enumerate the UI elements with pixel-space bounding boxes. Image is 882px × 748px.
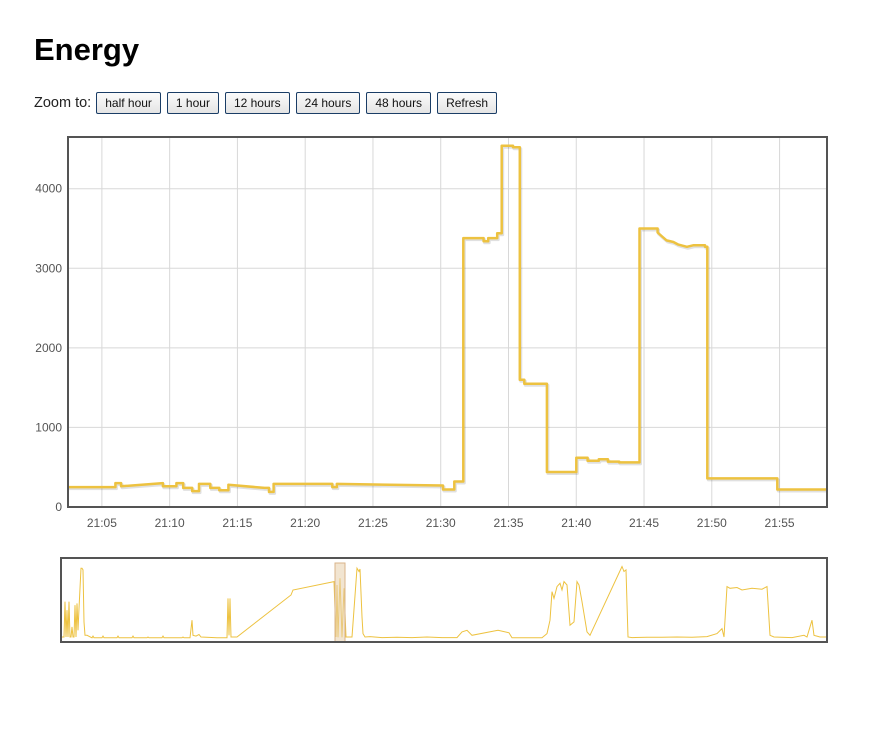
x-tick-label: 21:45: [629, 516, 659, 530]
y-tick-label: 3000: [35, 261, 62, 275]
chart-grid: [68, 137, 827, 507]
x-tick-label: 21:15: [222, 516, 252, 530]
y-axis-ticks: 0 1000 2000 3000 4000: [35, 182, 62, 514]
x-tick-label: 21:25: [358, 516, 388, 530]
overview-line: [62, 565, 826, 639]
x-axis-ticks: 21:05 21:10 21:15 21:20 21:25 21:30 21:35 21:40…: [87, 516, 795, 530]
page-title: Energy: [34, 32, 140, 67]
x-tick-label: 21:50: [697, 516, 727, 530]
series-shadow: [69, 145, 828, 495]
x-tick-label: 21:30: [426, 516, 456, 530]
overview-series: [62, 565, 826, 639]
refresh-button[interactable]: Refresh: [437, 91, 498, 114]
overview-selection[interactable]: [334, 562, 346, 643]
x-tick-label: 21:10: [155, 516, 185, 530]
zoom-label: Zoom to:: [34, 94, 92, 111]
overview-chart[interactable]: [0, 550, 882, 650]
y-tick-label: 0: [55, 500, 62, 514]
x-tick-label: 21:55: [765, 516, 795, 530]
plot-frame: [67, 136, 828, 508]
series-line: [68, 144, 827, 494]
zoom-12-hours-button[interactable]: 12 hours: [224, 91, 290, 114]
zoom-half-hour-button[interactable]: half hour: [96, 91, 161, 114]
zoom-toolbar: Zoom to: half hour 1 hour 12 hours 24 ho…: [34, 91, 503, 114]
y-tick-label: 4000: [35, 182, 62, 196]
x-tick-label: 21:35: [493, 516, 523, 530]
zoom-24-hours-button[interactable]: 24 hours: [295, 91, 361, 114]
energy-series: [68, 144, 828, 495]
x-tick-label: 21:05: [87, 516, 117, 530]
x-tick-label: 21:40: [561, 516, 591, 530]
overview-frame: [60, 557, 828, 643]
x-tick-label: 21:20: [290, 516, 320, 530]
y-tick-label: 2000: [35, 341, 62, 355]
y-tick-label: 1000: [35, 420, 62, 434]
zoom-1-hour-button[interactable]: 1 hour: [166, 91, 219, 114]
zoom-48-hours-button[interactable]: 48 hours: [366, 91, 432, 114]
